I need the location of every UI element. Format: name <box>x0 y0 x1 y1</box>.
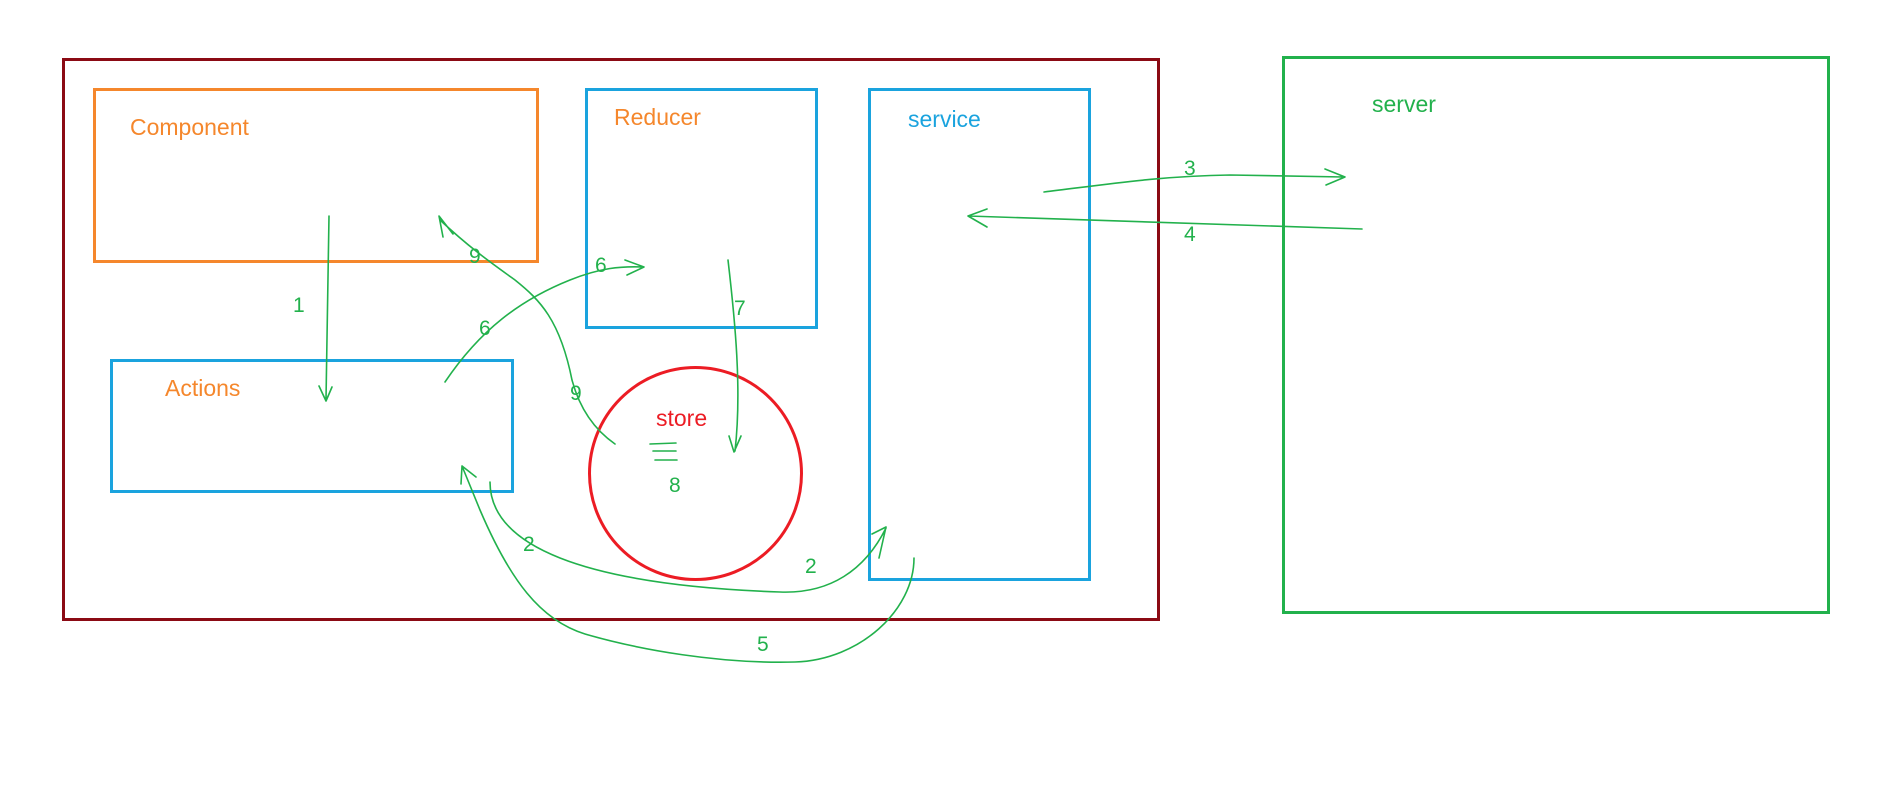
step-9-label-bottom: 9 <box>570 382 582 405</box>
step-9-label-top: 9 <box>469 245 481 268</box>
store-circle <box>588 366 803 581</box>
step-2-label-left: 2 <box>523 533 535 556</box>
arrow-step-2 <box>489 481 887 593</box>
component-box <box>93 88 539 263</box>
step-2-label-right: 2 <box>805 555 817 578</box>
step-3-label: 3 <box>1184 157 1196 180</box>
arrow-step-1 <box>318 215 333 402</box>
step-7-label: 7 <box>734 297 746 320</box>
service-label: service <box>908 106 981 132</box>
arrow-step-6 <box>444 259 645 383</box>
arrow-step-9 <box>438 215 616 445</box>
step-5-label: 5 <box>757 633 769 656</box>
actions-label: Actions <box>165 375 241 401</box>
arrow-step-7 <box>727 259 742 453</box>
app-frame <box>62 58 1160 621</box>
store-label: store <box>656 405 708 431</box>
reducer-label: Reducer <box>614 104 701 130</box>
arrow-step-4 <box>967 208 1363 230</box>
step-6-label-left: 6 <box>479 317 491 340</box>
step-1-label: 1 <box>293 294 305 317</box>
step-4-label: 4 <box>1184 223 1196 246</box>
server-label: server <box>1372 91 1436 117</box>
reducer-box <box>585 88 818 329</box>
step-6-label-right: 6 <box>595 254 607 277</box>
service-box <box>868 88 1091 581</box>
component-label: Component <box>130 114 249 140</box>
store-marks <box>649 442 678 461</box>
server-box <box>1282 56 1830 614</box>
arrow-step-5 <box>460 465 915 663</box>
actions-box <box>110 359 514 493</box>
step-8-label: 8 <box>669 474 681 497</box>
arrow-step-3 <box>1043 168 1346 193</box>
